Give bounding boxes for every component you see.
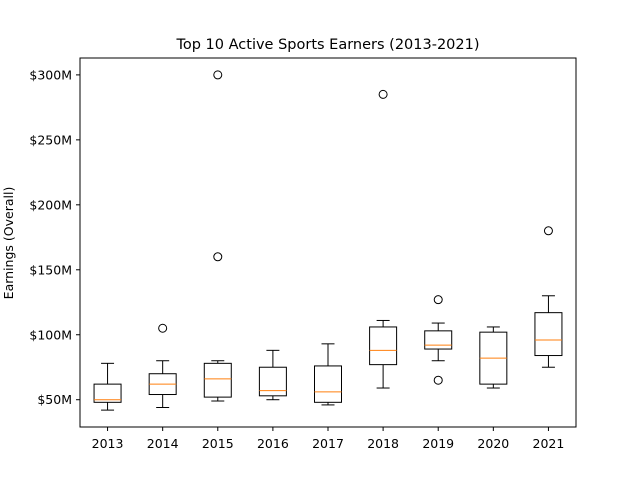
y-tick-label: $100M xyxy=(29,327,72,342)
box-iqr xyxy=(258,366,287,397)
x-tick-label: 2013 xyxy=(92,436,124,451)
box-iqr xyxy=(424,330,453,350)
plot-frame xyxy=(79,57,577,428)
y-tick-label: $200M xyxy=(29,197,72,212)
outlier-point xyxy=(378,89,388,99)
y-tick-label: $250M xyxy=(29,132,72,147)
x-tick-label: 2015 xyxy=(202,436,234,451)
y-axis-label: Earnings (Overall) xyxy=(1,187,16,300)
box-iqr xyxy=(93,383,122,403)
outlier-point xyxy=(433,295,443,305)
outlier-point xyxy=(213,70,223,80)
x-tick-label: 2019 xyxy=(422,436,454,451)
x-tick-label: 2016 xyxy=(257,436,289,451)
box-iqr xyxy=(534,312,563,357)
x-tick-label: 2020 xyxy=(477,436,509,451)
box-iqr xyxy=(369,326,398,366)
x-tick-label: 2014 xyxy=(147,436,179,451)
outlier-point xyxy=(433,375,443,385)
x-tick-label: 2017 xyxy=(312,436,344,451)
plot-area: $50M $100M $150M $200M $250M $300M 2013 2014 201… xyxy=(29,67,564,451)
y-tick-label: $50M xyxy=(37,392,72,407)
outlier-point xyxy=(543,226,553,236)
outlier-point xyxy=(213,252,223,262)
chart-title: Top 10 Active Sports Earners (2013-2021) xyxy=(175,37,479,53)
outlier-point xyxy=(158,323,168,333)
y-tick-label: $150M xyxy=(29,262,72,277)
y-tick-label: $300M xyxy=(29,67,72,82)
x-tick-label: 2018 xyxy=(367,436,399,451)
box-iqr xyxy=(203,362,232,398)
box-iqr xyxy=(314,365,342,403)
x-tick-label: 2021 xyxy=(533,436,565,451)
